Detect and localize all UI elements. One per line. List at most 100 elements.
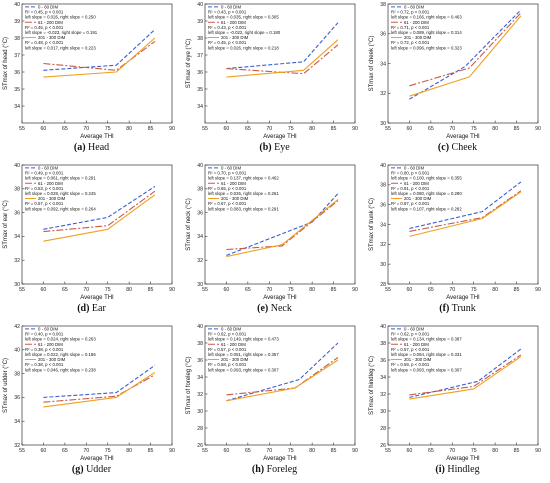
legend-entry: 0 - 60 DIM	[404, 327, 424, 332]
x-tick-label: 85	[148, 287, 154, 293]
panel-label: (f)	[439, 303, 450, 314]
legend-slopes: left slope = -0.023, right slope = 0.191	[25, 30, 98, 35]
legend-slopes: left slope = 0.093, right slope = 0.307	[391, 367, 462, 372]
legend-entry: 61 - 200 DIM	[38, 342, 63, 347]
legend-entry: 201 - 300 DIM	[404, 196, 432, 201]
y-tick-label: 32	[14, 443, 20, 449]
x-tick-label: 90	[352, 287, 358, 293]
plot-frame	[204, 325, 356, 446]
y-tick-label: 30	[197, 409, 203, 415]
x-tick-label: 85	[514, 126, 520, 132]
chart-svg: 55 60 65 70 75 80 85 90 26 28 30 32 34 36 38 40 Average …	[186, 324, 358, 462]
x-tick-label: 65	[62, 448, 68, 454]
legend-slopes: left slope = 0.083, right slope = 0.291	[208, 206, 279, 211]
series-line	[43, 37, 156, 78]
x-tick-label: 80	[309, 287, 315, 293]
x-tick-label: 60	[407, 126, 413, 132]
x-tick-label: 80	[492, 126, 498, 132]
y-tick-label: 34	[380, 61, 386, 67]
x-tick-label: 90	[169, 126, 175, 132]
x-tick-label: 80	[126, 448, 132, 454]
x-tick-label: 65	[245, 448, 251, 454]
panel-udder: 55 60 65 70 75 80 85 90 32 34 36 38 40 42 Average THI S…	[0, 322, 183, 483]
y-tick-label: 40	[380, 163, 386, 169]
legend-slopes: left slope = 0.026, right slope = 0.261	[208, 191, 279, 196]
series-line	[226, 199, 339, 258]
y-tick-label: 34	[197, 104, 203, 110]
legend-entry: 201 - 300 DIM	[38, 357, 66, 362]
x-tick-label: 65	[245, 287, 251, 293]
legend-slopes: left slope = 0.107, right slope = 0.282	[391, 206, 462, 211]
legend-r2: R² = 0.45, p < 0.001	[208, 40, 247, 45]
x-tick-label: 80	[492, 448, 498, 454]
x-tick-label: 80	[492, 287, 498, 293]
legend-entry: 61 - 200 DIM	[404, 181, 429, 186]
panel-label: (i)	[435, 464, 445, 475]
y-tick-label: 30	[380, 121, 386, 127]
x-tick-label: 70	[449, 448, 455, 454]
y-tick-label: 36	[14, 395, 20, 401]
panel-head: 55 60 65 70 75 80 85 90 34 35 36 37 38 39 40 Average TH…	[0, 0, 183, 161]
panel-caption: (e) Neck	[183, 303, 366, 314]
x-tick-label: 85	[514, 448, 520, 454]
x-tick-label: 55	[202, 126, 208, 132]
plot-frame	[387, 325, 539, 446]
x-tick-label: 60	[41, 126, 47, 132]
y-tick-label: 37	[14, 53, 20, 59]
y-tick-label: 36	[14, 210, 20, 216]
legend-entry: 201 - 300 DIM	[38, 35, 66, 40]
y-axis-label: STmax of head (°C)	[3, 37, 9, 90]
legend-r2: R² = 0.65, p < 0.001	[208, 186, 247, 191]
x-tick-label: 90	[352, 126, 358, 132]
y-tick-label: 38	[197, 341, 203, 347]
x-tick-label: 80	[126, 287, 132, 293]
x-tick-label: 90	[169, 448, 175, 454]
legend-entry: 0 - 60 DIM	[404, 5, 424, 10]
y-tick-label: 28	[197, 426, 203, 432]
y-tick-label: 38	[197, 187, 203, 193]
series-line	[409, 15, 522, 97]
y-tick-label: 26	[197, 443, 203, 449]
legend-entry: 61 - 200 DIM	[221, 20, 246, 25]
series-line	[409, 181, 522, 230]
series-line	[409, 12, 522, 87]
x-axis-label: Average THI	[446, 295, 480, 301]
legend-entry: 0 - 60 DIM	[221, 5, 241, 10]
series-line	[226, 44, 339, 75]
y-axis-label: STmax of trunk (°C)	[369, 198, 375, 251]
chart-svg: 55 60 65 70 75 80 85 90 30 32 34 36 38 40 Average THI S…	[3, 163, 175, 301]
legend-r2: R² = 0.45, p < 0.001	[25, 10, 64, 15]
series-line	[43, 371, 156, 408]
series-line	[43, 40, 156, 71]
legend-slopes: left slope = 0.035, right slope = 0.305	[208, 15, 279, 20]
panel-label: (b)	[259, 142, 272, 153]
legend-slopes: left slope = 0.149, right slope = 0.473	[208, 337, 279, 342]
legend-r2: R² = 0.62, p < 0.001	[208, 332, 247, 337]
panel-caption-text: Ear	[91, 303, 106, 314]
x-tick-label: 80	[309, 126, 315, 132]
legend-entry: 61 - 200 DIM	[221, 342, 246, 347]
x-tick-label: 75	[288, 126, 294, 132]
x-tick-label: 65	[428, 287, 434, 293]
legend-r2: R² = 0.45, p < 0.001	[25, 25, 64, 30]
chart-svg: 55 60 65 70 75 80 85 90 28 30 32 34 36 38 40 Average TH…	[369, 163, 541, 301]
legend-slopes: left slope = 0.046, right slope = 0.238	[25, 367, 96, 372]
legend-slopes: left slope = 0.026, right slope = 0.218	[208, 45, 279, 50]
x-tick-label: 55	[202, 287, 208, 293]
chart-svg: 55 60 65 70 75 80 85 90 34 35 36 37 38 39 40 Average TH…	[3, 2, 175, 140]
x-tick-label: 75	[105, 287, 111, 293]
y-tick-label: 38	[380, 341, 386, 347]
series-line	[409, 356, 522, 400]
x-tick-label: 90	[535, 287, 541, 293]
legend-r2: R² = 0.58, p < 0.001	[208, 362, 247, 367]
legend-entry: 201 - 300 DIM	[404, 35, 432, 40]
x-tick-label: 70	[266, 448, 272, 454]
x-tick-label: 55	[19, 126, 25, 132]
legend-entry: 61 - 200 DIM	[221, 181, 246, 186]
x-axis-label: Average THI	[263, 295, 297, 301]
legend-entry: 0 - 60 DIM	[404, 166, 424, 171]
y-axis-label: STmax of udder (°C)	[3, 358, 9, 413]
legend-r2: R² = 0.62, p < 0.001	[391, 332, 430, 337]
chart-svg: 55 60 65 70 75 80 85 90 34 35 36 37 38 39 40 Average TH…	[186, 2, 358, 140]
legend-r2: R² = 0.57, p < 0.001	[391, 347, 430, 352]
